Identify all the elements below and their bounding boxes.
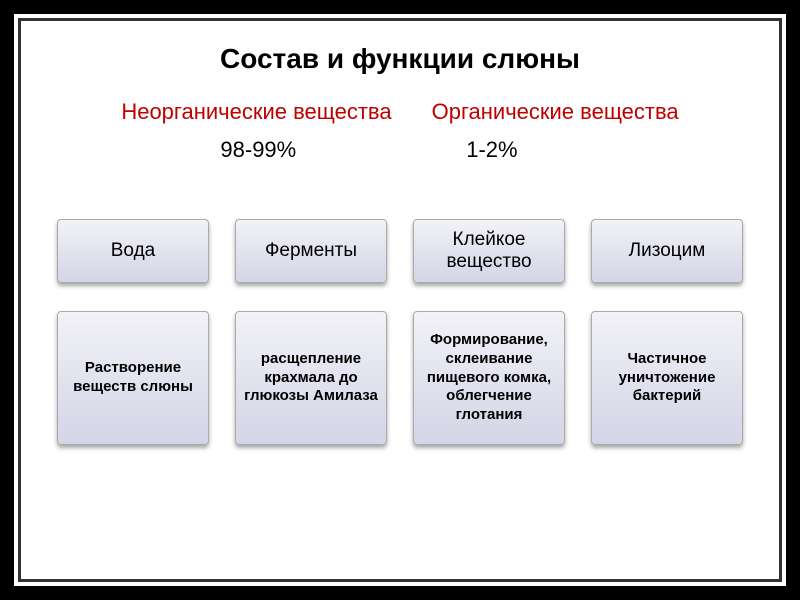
category-organic-label: Органические вещества [432,99,679,125]
function-box: Растворение веществ слюны [57,311,209,445]
category-row: Неорганические вещества Органические вещ… [51,99,749,125]
component-function: Растворение веществ слюны [64,359,202,397]
function-box: Частичное уничтожение бактерий [591,311,743,445]
function-box: Формирование, склеивание пищевого комка,… [413,311,565,445]
slide-outer-frame: Состав и функции слюны Неорганические ве… [0,0,800,600]
component-name: Лизоцим [629,240,706,262]
component-box: Клейкое вещество [413,219,565,283]
component-function: расщепление крахмала до глюкозы Амилаза [242,350,380,406]
component-box: Лизоцим [591,219,743,283]
slide-inner-frame: Состав и функции слюны Неорганические ве… [18,18,782,582]
component-name: Клейкое вещество [414,229,564,273]
function-box: расщепление крахмала до глюкозы Амилаза [235,311,387,445]
component-name: Ферменты [265,240,357,262]
component-function: Формирование, склеивание пищевого комка,… [420,331,558,425]
category-inorganic-percent: 98-99% [220,137,296,163]
slide-title: Состав и функции слюны [51,43,749,75]
component-function: Частичное уничтожение бактерий [598,350,736,406]
component-name-row: Вода Ферменты Клейкое вещество Лизоцим [51,219,749,283]
category-inorganic-label: Неорганические вещества [121,99,391,125]
category-organic-percent: 1-2% [466,137,517,163]
percent-row: 98-99% 1-2% [0,137,749,163]
component-box: Вода [57,219,209,283]
component-name: Вода [111,240,155,262]
component-box: Ферменты [235,219,387,283]
component-function-row: Растворение веществ слюны расщепление кр… [51,311,749,445]
